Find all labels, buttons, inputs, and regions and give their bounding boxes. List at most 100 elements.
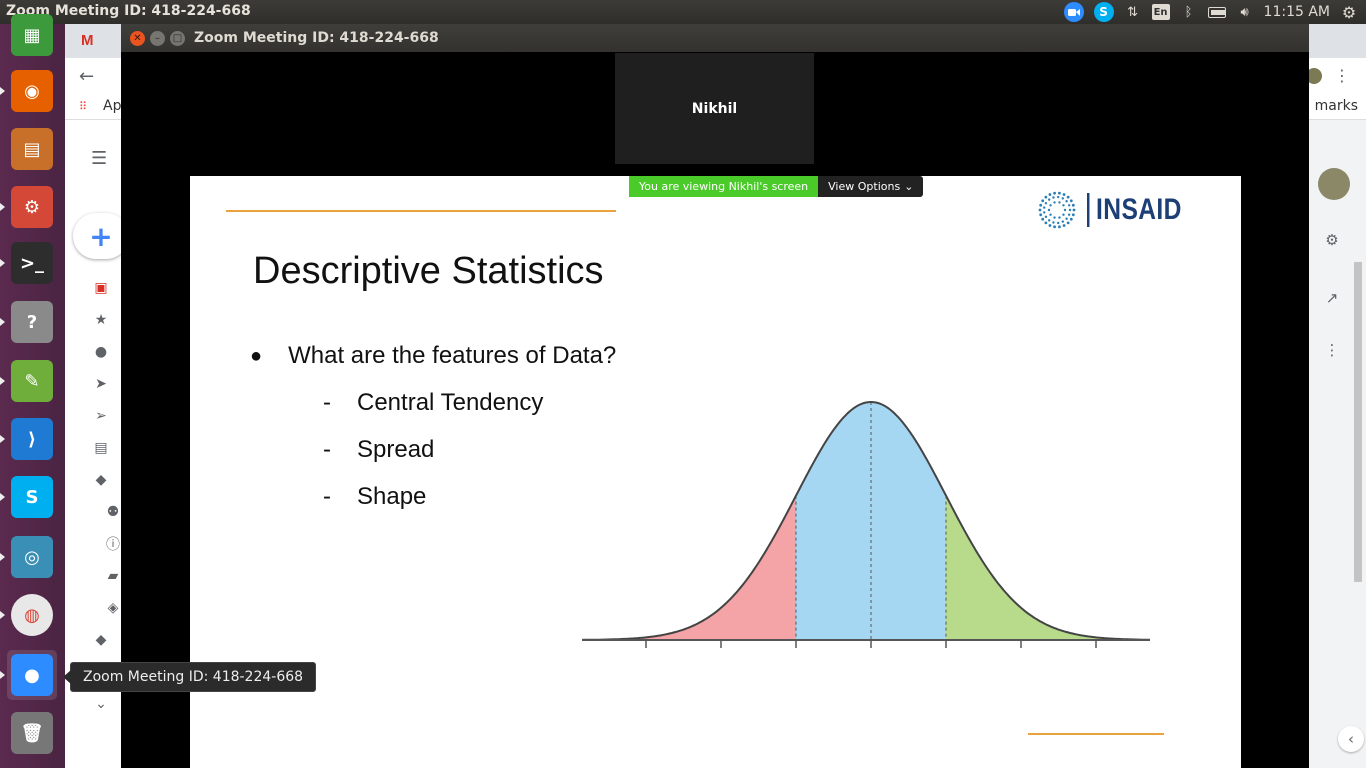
shared-screen[interactable]: INSAID Descriptive Statistics ● What are…: [190, 176, 1241, 768]
gear-icon[interactable]: ⚙: [1325, 231, 1339, 249]
launcher-terminal[interactable]: >_: [7, 238, 57, 288]
logo-dot: [1069, 208, 1072, 212]
sub-item-text: Shape: [357, 483, 427, 510]
running-indicator: [0, 553, 5, 561]
bookmarks-label[interactable]: marks: [1314, 98, 1358, 114]
view-options-button[interactable]: View Options ⌄: [818, 176, 924, 197]
logo-dot: [1057, 221, 1060, 225]
vscode-icon: ⟩: [11, 418, 53, 460]
logo-dot: [1048, 198, 1051, 201]
more-vert-icon[interactable]: ⋮: [1324, 341, 1340, 359]
logo-dot: [1053, 201, 1057, 204]
network-arrows-icon[interactable]: ⇅: [1127, 4, 1138, 20]
launcher-skype[interactable]: S: [7, 472, 57, 522]
logo-dot: [1064, 208, 1067, 212]
sub-item: - Shape: [323, 483, 426, 511]
bullet-dot: ●: [250, 345, 263, 367]
logo-dot: [1062, 224, 1066, 227]
logo-dot: [1068, 213, 1071, 216]
launcher-help[interactable]: ?: [7, 297, 57, 347]
launcher-chrome[interactable]: ◍: [7, 590, 57, 640]
participant-video-tile[interactable]: Nikhil: [615, 53, 814, 164]
zoom-tray-icon[interactable]: [1063, 2, 1084, 22]
logo-dot: [1048, 193, 1052, 196]
zoom-meeting-window: ✕ – □ Zoom Meeting ID: 418-224-668 Nikhi…: [121, 24, 1309, 768]
sent-icon[interactable]: ➢: [95, 408, 107, 424]
launcher-anydesk[interactable]: ◎: [7, 532, 57, 582]
forum-icon[interactable]: ▰: [107, 568, 119, 584]
insaid-logo: INSAID: [1037, 190, 1203, 230]
zoom-window-title: Zoom Meeting ID: 418-224-668: [194, 30, 439, 46]
clock[interactable]: 11:15 AM: [1263, 4, 1330, 20]
firefox-icon: ◉: [11, 70, 53, 112]
people-icon[interactable]: ⚉: [106, 504, 120, 520]
launcher-zoom[interactable]: ●: [7, 650, 57, 700]
kebab-menu-icon[interactable]: ⋮: [1334, 66, 1350, 85]
close-window-button[interactable]: ✕: [130, 31, 145, 46]
ubuntu-launcher: ▦ ◉ ▤ ⚙ >_? ✎ ⟩ S ◎ ◍ ● 🗑︎: [0, 14, 65, 768]
launcher-firefox[interactable]: ◉: [7, 66, 57, 116]
launcher-vscode[interactable]: ⟩: [7, 414, 57, 464]
chevron-down-icon[interactable]: ⌄: [95, 696, 107, 712]
back-arrow-icon[interactable]: ←: [79, 66, 95, 87]
account-avatar[interactable]: [1318, 168, 1350, 200]
sub-item-text: Central Tendency: [357, 389, 544, 416]
maximize-window-button[interactable]: □: [170, 31, 185, 46]
label-icon-2[interactable]: ◆: [95, 632, 107, 648]
running-indicator: [0, 377, 5, 385]
slide-top-accent-line: [226, 210, 616, 212]
terminal-icon: >_: [11, 242, 53, 284]
sub-item-dash: -: [323, 483, 331, 510]
gedit-icon: ✎: [11, 360, 53, 402]
launcher-gedit[interactable]: ✎: [7, 356, 57, 406]
launcher-settings[interactable]: ⚙: [7, 182, 57, 232]
star-icon[interactable]: ★: [94, 312, 108, 328]
logo-dot: [1062, 204, 1065, 207]
zoom-titlebar[interactable]: ✕ – □ Zoom Meeting ID: 418-224-668: [121, 24, 1309, 52]
logo-dot: [1062, 193, 1066, 196]
logo-dot: [1048, 219, 1051, 222]
volume-icon[interactable]: 🔊︎: [1240, 4, 1249, 20]
participant-name: Nikhil: [691, 100, 738, 117]
launcher-impress[interactable]: ▤: [7, 124, 57, 174]
sub-item-dash: -: [323, 436, 331, 463]
gmail-tab-icon[interactable]: M: [81, 32, 94, 49]
logo-dot: [1058, 225, 1062, 229]
profile-avatar-small[interactable]: [1306, 68, 1322, 84]
bluetooth-icon[interactable]: ᛒ: [1184, 4, 1193, 20]
scrollbar[interactable]: [1354, 262, 1362, 582]
logo-dot: [1052, 196, 1055, 199]
apps-bookmark-label[interactable]: Ap: [103, 98, 122, 114]
sub-item-dash: -: [323, 389, 331, 416]
compose-button[interactable]: +: [73, 213, 129, 259]
insaid-logo-mark-icon: [1038, 191, 1076, 229]
info-icon[interactable]: ⓘ: [106, 537, 120, 553]
curve-fill-right: [946, 495, 1150, 640]
apps-grid-icon[interactable]: ⠿: [79, 100, 87, 113]
curve-outline: [582, 401, 1151, 641]
important-icon[interactable]: ➤: [95, 376, 107, 392]
system-gear-icon[interactable]: ⚙: [1341, 2, 1357, 22]
clock-icon[interactable]: ●: [94, 344, 108, 360]
inbox-icon[interactable]: ▣: [94, 280, 108, 296]
launcher-trash[interactable]: 🗑︎: [7, 708, 57, 758]
tag-icon[interactable]: ◈: [107, 600, 119, 616]
keyboard-layout-indicator[interactable]: En: [1151, 4, 1170, 20]
open-external-icon[interactable]: ↗: [1325, 289, 1339, 307]
hamburger-menu-icon[interactable]: ☰: [91, 148, 108, 169]
logo-dot: [1041, 199, 1045, 203]
chevron-left-icon[interactable]: ‹: [1338, 726, 1364, 752]
draft-icon[interactable]: ▤: [94, 440, 108, 456]
launcher-spreadsheet[interactable]: ▦: [7, 10, 57, 60]
logo-dot: [1049, 213, 1053, 216]
battery-icon[interactable]: [1207, 3, 1226, 21]
logo-dot: [1044, 221, 1048, 225]
impress-icon: ▤: [11, 128, 53, 170]
minimize-window-button[interactable]: –: [150, 31, 165, 46]
skype-tray-icon[interactable]: S: [1093, 2, 1114, 22]
label-icon[interactable]: ◆: [95, 472, 107, 488]
logo-dot: [1068, 204, 1071, 207]
logo-dot: [1058, 216, 1061, 219]
skype-icon: S: [11, 476, 53, 518]
